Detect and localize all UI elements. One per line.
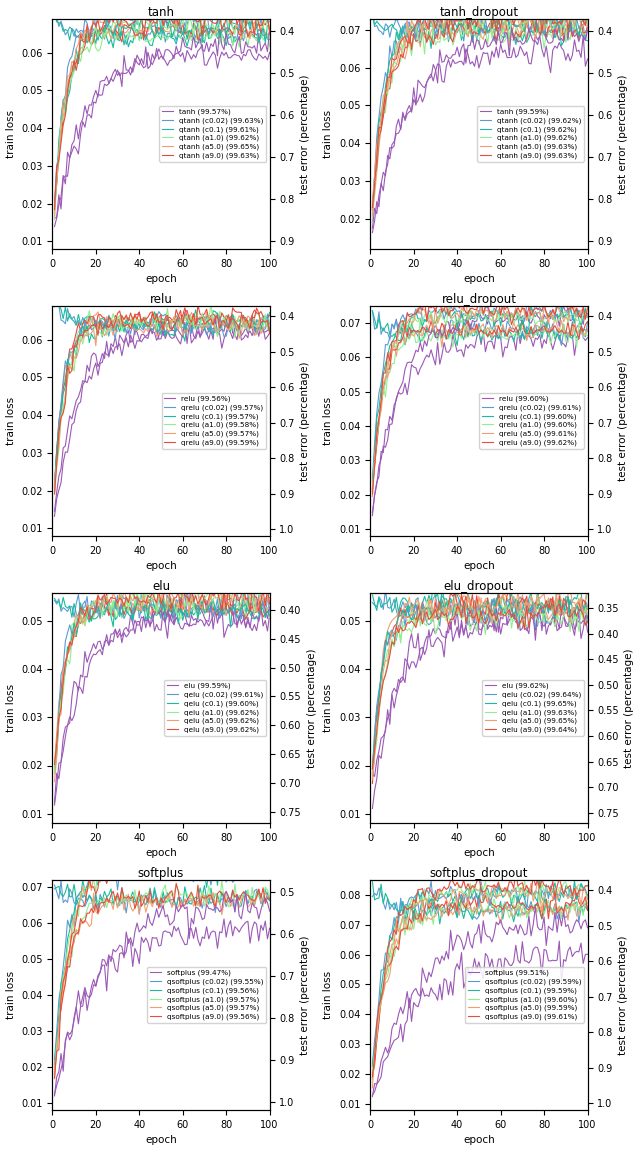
Legend: softplus (99.47%), qsoftplus (c0.02) (99.55%), qsoftplus (c0.1) (99.56%), qsoftp: softplus (99.47%), qsoftplus (c0.02) (99… [147, 967, 266, 1023]
X-axis label: epoch: epoch [145, 848, 177, 859]
Y-axis label: train loss: train loss [323, 397, 333, 445]
Y-axis label: train loss: train loss [6, 109, 15, 158]
X-axis label: epoch: epoch [145, 274, 177, 284]
Y-axis label: train loss: train loss [6, 971, 15, 1019]
Legend: tanh (99.57%), qtanh (c0.02) (99.63%), qtanh (c0.1) (99.61%), qtanh (a1.0) (99.6: tanh (99.57%), qtanh (c0.02) (99.63%), q… [159, 106, 266, 162]
Title: relu: relu [150, 292, 172, 306]
Title: relu_dropout: relu_dropout [442, 292, 516, 306]
Y-axis label: test error (percentage): test error (percentage) [307, 648, 317, 768]
Title: elu: elu [152, 580, 170, 593]
Legend: relu (99.56%), qrelu (c0.02) (99.57%), qrelu (c0.1) (99.57%), qrelu (a1.0) (99.5: relu (99.56%), qrelu (c0.02) (99.57%), q… [161, 392, 266, 449]
Y-axis label: test error (percentage): test error (percentage) [625, 648, 634, 768]
Y-axis label: train loss: train loss [323, 684, 333, 732]
Y-axis label: train loss: train loss [6, 397, 15, 445]
Title: tanh: tanh [147, 6, 175, 18]
Title: softplus: softplus [138, 867, 184, 879]
Legend: softplus (99.51%), qsoftplus (c0.02) (99.59%), qsoftplus (c0.1) (99.59%), qsoftp: softplus (99.51%), qsoftplus (c0.02) (99… [465, 967, 584, 1023]
X-axis label: epoch: epoch [463, 274, 495, 284]
Title: softplus_dropout: softplus_dropout [429, 867, 528, 879]
Legend: elu (99.59%), qelu (c0.02) (99.61%), qelu (c0.1) (99.60%), qelu (a1.0) (99.62%),: elu (99.59%), qelu (c0.02) (99.61%), qel… [164, 680, 266, 735]
Y-axis label: train loss: train loss [323, 971, 333, 1019]
Legend: tanh (99.59%), qtanh (c0.02) (99.62%), qtanh (c0.1) (99.62%), qtanh (a1.0) (99.6: tanh (99.59%), qtanh (c0.02) (99.62%), q… [477, 106, 584, 162]
X-axis label: epoch: epoch [463, 848, 495, 859]
Y-axis label: test error (percentage): test error (percentage) [300, 936, 310, 1054]
Title: tanh_dropout: tanh_dropout [439, 6, 518, 18]
Y-axis label: test error (percentage): test error (percentage) [618, 361, 628, 481]
Y-axis label: train loss: train loss [6, 684, 15, 732]
Y-axis label: test error (percentage): test error (percentage) [618, 74, 628, 193]
Legend: relu (99.60%), qrelu (c0.02) (99.61%), qrelu (c0.1) (99.60%), qrelu (a1.0) (99.6: relu (99.60%), qrelu (c0.02) (99.61%), q… [479, 392, 584, 449]
Title: elu_dropout: elu_dropout [444, 580, 514, 593]
X-axis label: epoch: epoch [145, 562, 177, 571]
Y-axis label: test error (percentage): test error (percentage) [300, 74, 310, 193]
X-axis label: epoch: epoch [463, 1135, 495, 1145]
Y-axis label: train loss: train loss [323, 109, 333, 158]
X-axis label: epoch: epoch [145, 1135, 177, 1145]
Y-axis label: test error (percentage): test error (percentage) [300, 361, 310, 481]
X-axis label: epoch: epoch [463, 562, 495, 571]
Y-axis label: test error (percentage): test error (percentage) [618, 936, 628, 1054]
Legend: elu (99.62%), qelu (c0.02) (99.64%), qelu (c0.1) (99.65%), qelu (a1.0) (99.63%),: elu (99.62%), qelu (c0.02) (99.64%), qel… [483, 680, 584, 735]
